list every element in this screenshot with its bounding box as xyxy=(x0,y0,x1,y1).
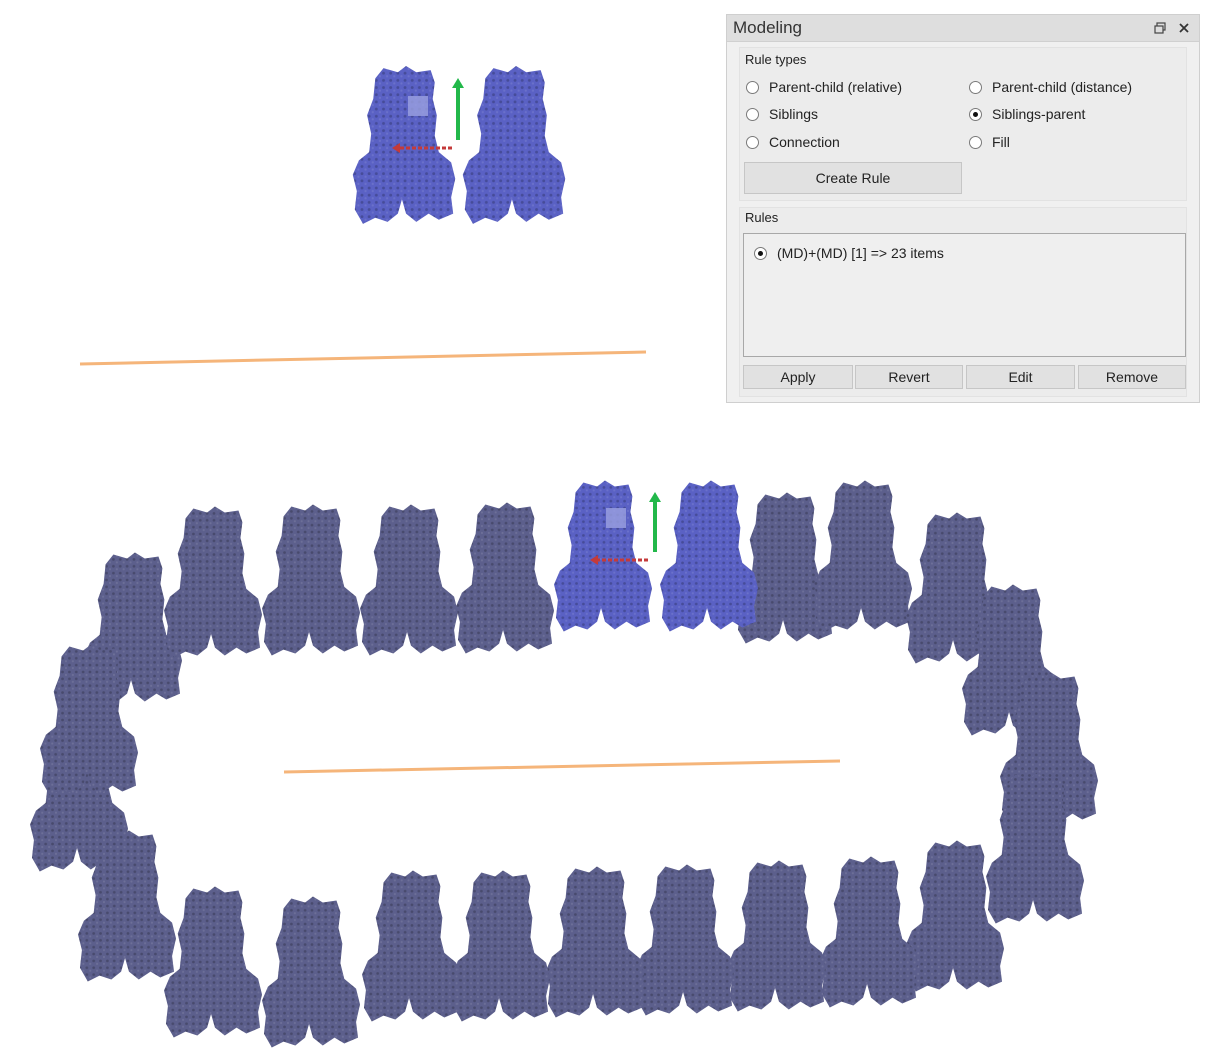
radio-indicator xyxy=(754,246,767,260)
molecule-texture xyxy=(636,864,734,1016)
radio-label: Connection xyxy=(769,134,840,150)
selected-molecules-top[interactable] xyxy=(352,66,566,224)
molecule-texture xyxy=(728,860,826,1012)
pivot-handle[interactable] xyxy=(606,508,626,528)
guide-line-ring xyxy=(283,759,841,774)
float-window-icon[interactable] xyxy=(1151,19,1169,37)
radio-parent-child-distance[interactable]: Parent-child (distance) xyxy=(969,79,1132,95)
selected-molecules-ring[interactable] xyxy=(554,480,758,632)
molecule-texture xyxy=(456,502,554,654)
pivot-handle[interactable] xyxy=(408,96,428,116)
molecule-texture xyxy=(262,896,360,1048)
molecule-texture xyxy=(546,866,644,1018)
radio-siblings[interactable]: Siblings xyxy=(746,106,818,122)
molecule-texture xyxy=(164,506,262,658)
ring-instances[interactable] xyxy=(30,480,1098,1048)
radio-label: Fill xyxy=(992,134,1010,150)
molecule-texture xyxy=(820,856,918,1008)
radio-connection[interactable]: Connection xyxy=(746,134,840,150)
radio-label: Siblings xyxy=(769,106,819,122)
create-rule-button[interactable]: Create Rule xyxy=(744,162,962,194)
radio-siblings-parent[interactable]: Siblings-parent xyxy=(969,106,1085,122)
panel-titlebar[interactable]: Modeling xyxy=(727,15,1199,42)
rule-types-group: Rule types Parent-child (relative) Paren… xyxy=(739,47,1187,201)
panel-title: Modeling xyxy=(733,18,802,37)
molecule-texture xyxy=(262,504,360,656)
revert-button[interactable]: Revert xyxy=(855,365,963,389)
radio-indicator xyxy=(969,80,982,94)
radio-label: Parent-child (relative) xyxy=(769,79,903,95)
close-icon[interactable] xyxy=(1175,19,1193,37)
radio-indicator xyxy=(746,80,759,94)
edit-button[interactable]: Edit xyxy=(966,365,1075,389)
radio-parent-child-relative[interactable]: Parent-child (relative) xyxy=(746,79,902,95)
radio-label: Siblings-parent xyxy=(992,106,1086,122)
molecule-texture xyxy=(452,870,550,1022)
radio-indicator xyxy=(969,107,982,121)
molecule-texture xyxy=(164,886,262,1038)
radio-indicator xyxy=(746,135,759,149)
apply-button[interactable]: Apply xyxy=(743,365,853,389)
rule-types-label: Rule types xyxy=(745,52,807,67)
radio-fill[interactable]: Fill xyxy=(969,134,1010,150)
molecule-texture xyxy=(362,870,460,1022)
radio-label: Parent-child (distance) xyxy=(992,79,1133,95)
rule-label: (MD)+(MD) [1] => 23 items xyxy=(777,245,944,261)
rule-list-item[interactable]: (MD)+(MD) [1] => 23 items xyxy=(754,245,944,261)
modeling-panel: Modeling Rule types Parent-child (relati… xyxy=(726,14,1200,403)
molecule-texture xyxy=(906,840,1004,992)
molecule-texture xyxy=(360,504,458,656)
guide-line-top xyxy=(79,350,647,366)
radio-indicator xyxy=(969,135,982,149)
molecule-texture xyxy=(814,480,912,632)
rules-list[interactable]: (MD)+(MD) [1] => 23 items xyxy=(743,233,1186,357)
rules-label: Rules xyxy=(745,210,779,225)
radio-indicator xyxy=(746,107,759,121)
remove-button[interactable]: Remove xyxy=(1078,365,1186,389)
